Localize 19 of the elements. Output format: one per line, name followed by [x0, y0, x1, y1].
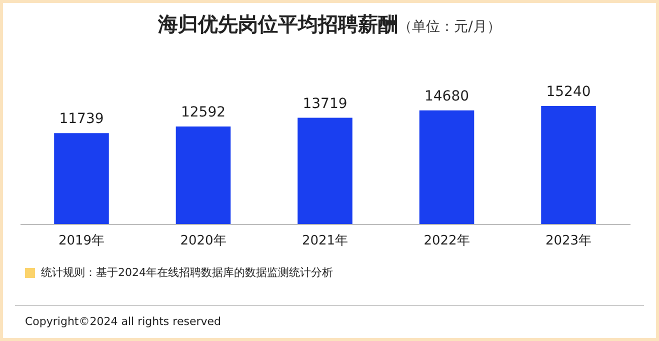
chart-title: 海归优先岗位平均招聘薪酬	[158, 12, 398, 36]
chart-subtitle: （单位：元/月）	[398, 19, 501, 35]
data-label: 15240	[546, 84, 591, 100]
x-tick-label: 2020年	[180, 234, 226, 248]
text: Copyright©2024 all rights reserved	[25, 315, 221, 328]
x-tick-label: 2023年	[545, 234, 592, 248]
text: 统计规则：基于2024年在线招聘数据库的数据监测统计分析	[41, 265, 333, 280]
data-label: 11739	[59, 111, 104, 128]
data-label: 12592	[180, 104, 226, 121]
x-tick-label: 2021年	[302, 234, 348, 248]
bar	[298, 118, 352, 224]
bar	[419, 110, 474, 224]
bar	[54, 133, 109, 224]
data-label: 13719	[302, 96, 348, 112]
data-label: 14680	[424, 88, 470, 104]
bar	[176, 126, 231, 224]
x-tick-label: 2019年	[58, 234, 105, 248]
x-tick-label: 2022年	[424, 234, 470, 248]
bar	[541, 106, 596, 224]
